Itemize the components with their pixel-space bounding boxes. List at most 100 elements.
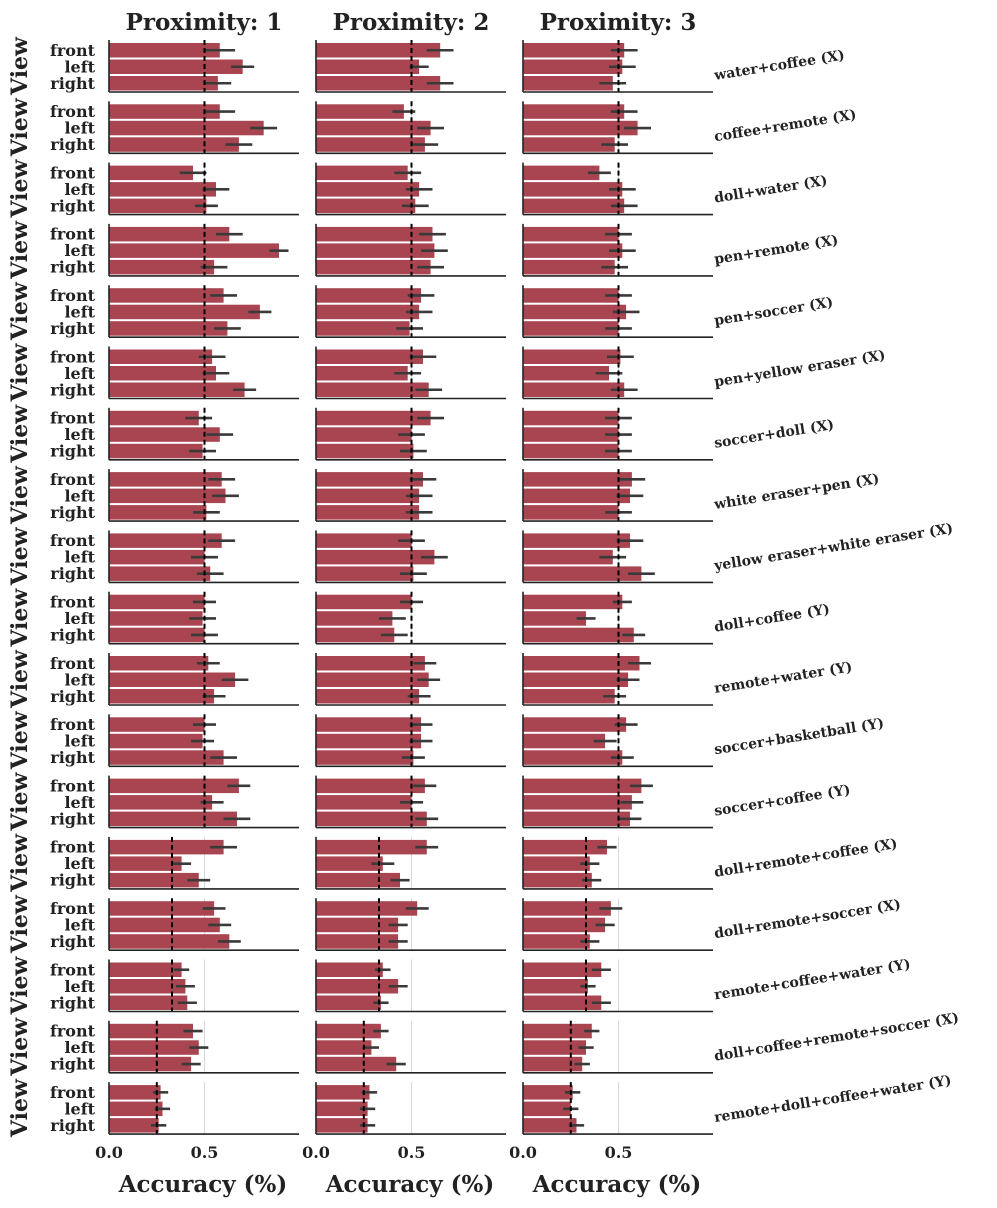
bar <box>109 1118 159 1133</box>
bar <box>523 410 619 426</box>
bar <box>316 137 425 152</box>
view-tick-label: front <box>50 470 96 489</box>
row-label: soccer+basketball (Y) <box>713 716 885 759</box>
bar <box>109 505 207 520</box>
bar <box>109 594 205 610</box>
bar <box>523 962 602 977</box>
view-tick-label: front <box>50 225 96 244</box>
view-tick-label: front <box>50 347 96 366</box>
y-axis-label-word: View <box>7 772 33 832</box>
bar <box>109 43 220 58</box>
row-label: doll+remote+soccer (X) <box>713 897 902 942</box>
bar <box>316 1118 368 1133</box>
bar <box>109 1056 192 1072</box>
view-tick-label: left <box>64 793 95 812</box>
bar <box>316 901 418 916</box>
view-tick-label: right <box>50 932 95 951</box>
bar <box>109 165 193 181</box>
bar <box>523 349 621 364</box>
bar <box>316 321 410 336</box>
x-tick-label: 0.0 <box>95 1143 123 1162</box>
bar <box>316 59 420 74</box>
bar <box>523 778 642 794</box>
bar <box>316 872 400 888</box>
bar <box>109 1101 163 1117</box>
view-tick-label: right <box>50 687 95 706</box>
bar <box>523 1056 583 1072</box>
bar <box>523 488 630 504</box>
x-axis-label: Accuracy (%) <box>118 1171 288 1198</box>
bar <box>316 566 414 581</box>
bar <box>109 917 220 933</box>
row-label: remote+water (Y) <box>713 659 853 697</box>
bar <box>109 856 182 871</box>
bar <box>316 488 420 504</box>
bar <box>316 182 420 197</box>
bar <box>316 839 427 855</box>
bar <box>316 549 435 565</box>
view-tick-label: right <box>50 871 95 890</box>
x-axis-label: Accuracy (%) <box>325 1171 495 1198</box>
bar <box>109 717 205 732</box>
bar <box>523 717 627 732</box>
bar <box>316 795 412 810</box>
row-label: pen+remote (X) <box>713 232 839 267</box>
bar <box>109 778 239 794</box>
bar <box>109 137 239 152</box>
y-axis-label-word: View <box>7 342 33 402</box>
bar <box>316 288 422 303</box>
bar <box>523 259 615 275</box>
bar <box>523 76 613 91</box>
bar <box>523 304 627 320</box>
y-axis-label-word: View <box>7 955 33 1015</box>
bar <box>316 594 412 610</box>
bar <box>523 137 615 152</box>
bar <box>523 672 629 687</box>
bar <box>109 59 243 74</box>
bar <box>109 811 237 827</box>
bar <box>523 750 623 765</box>
bar <box>523 856 590 871</box>
view-tick-label: left <box>64 609 95 628</box>
bar <box>316 443 414 459</box>
bar <box>523 1085 573 1100</box>
view-tick-label: left <box>64 915 95 934</box>
view-tick-label: right <box>50 748 95 767</box>
y-axis-label-word: View <box>7 97 33 157</box>
y-axis-label-word: View <box>7 1017 33 1077</box>
view-tick-label: front <box>50 960 96 979</box>
bar <box>316 366 408 381</box>
bar <box>109 1040 199 1055</box>
bar <box>316 104 404 119</box>
view-tick-label: front <box>50 1083 96 1102</box>
bar <box>109 321 228 336</box>
bar <box>316 304 420 320</box>
facet-title: Proximity: 1 <box>126 9 283 36</box>
view-tick-label: left <box>64 548 95 567</box>
row-label: remote+coffee+water (Y) <box>713 957 911 1004</box>
view-tick-label: right <box>50 135 95 154</box>
bar <box>316 165 408 181</box>
view-tick-label: right <box>50 196 95 215</box>
bar <box>523 182 623 197</box>
view-tick-label: left <box>64 364 95 383</box>
bar <box>316 917 399 933</box>
bar <box>109 750 224 765</box>
bar <box>109 488 226 504</box>
bar <box>316 120 431 136</box>
bar <box>109 795 213 810</box>
bar <box>109 1023 193 1039</box>
bar <box>316 259 431 275</box>
bar <box>316 1101 368 1117</box>
bar <box>109 182 216 197</box>
view-tick-label: right <box>50 258 95 277</box>
y-axis-label-word: View <box>7 220 33 280</box>
bar <box>523 566 642 581</box>
bar <box>523 443 619 459</box>
bar <box>316 733 422 749</box>
bar <box>523 979 588 994</box>
bar <box>316 778 425 794</box>
view-tick-label: front <box>50 531 96 550</box>
view-tick-label: right <box>50 625 95 644</box>
